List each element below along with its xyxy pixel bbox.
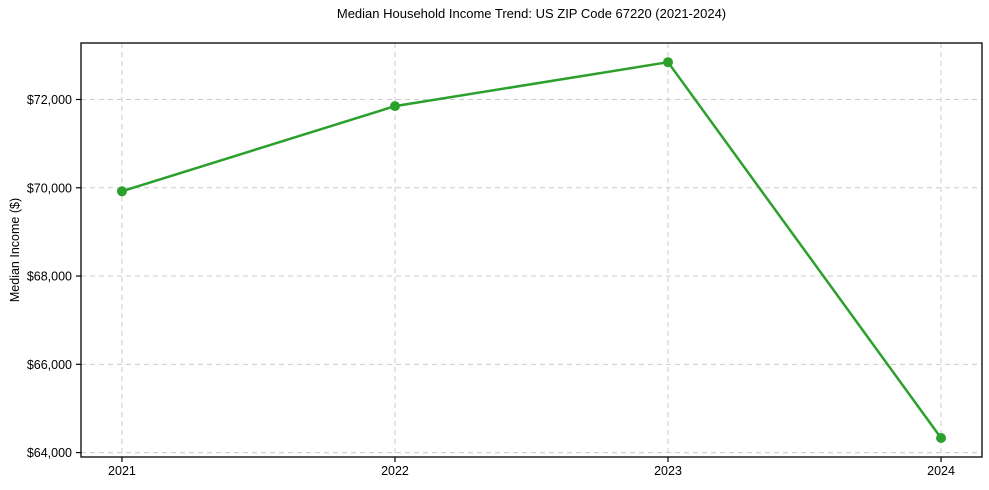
x-tick-label: 2023 <box>654 464 682 478</box>
data-point-2021 <box>116 186 127 197</box>
trend-line <box>120 60 943 440</box>
chart-title: Median Household Income Trend: US ZIP Co… <box>336 6 727 21</box>
data-point-2022 <box>389 101 400 112</box>
y-tick-label: $70,000 <box>27 181 72 195</box>
axes-frame <box>80 42 983 458</box>
y-tick-label: $68,000 <box>27 270 72 284</box>
x-tick-label: 2024 <box>927 464 955 478</box>
y-tick-label: $66,000 <box>27 358 72 372</box>
y-tick-label: $72,000 <box>27 93 72 107</box>
data-point-2024 <box>936 433 947 444</box>
y-tick-label: $64,000 <box>27 446 72 460</box>
x-tick-label: 2022 <box>381 464 409 478</box>
x-tick-label: 2021 <box>108 464 136 478</box>
data-point-2023 <box>663 57 674 68</box>
